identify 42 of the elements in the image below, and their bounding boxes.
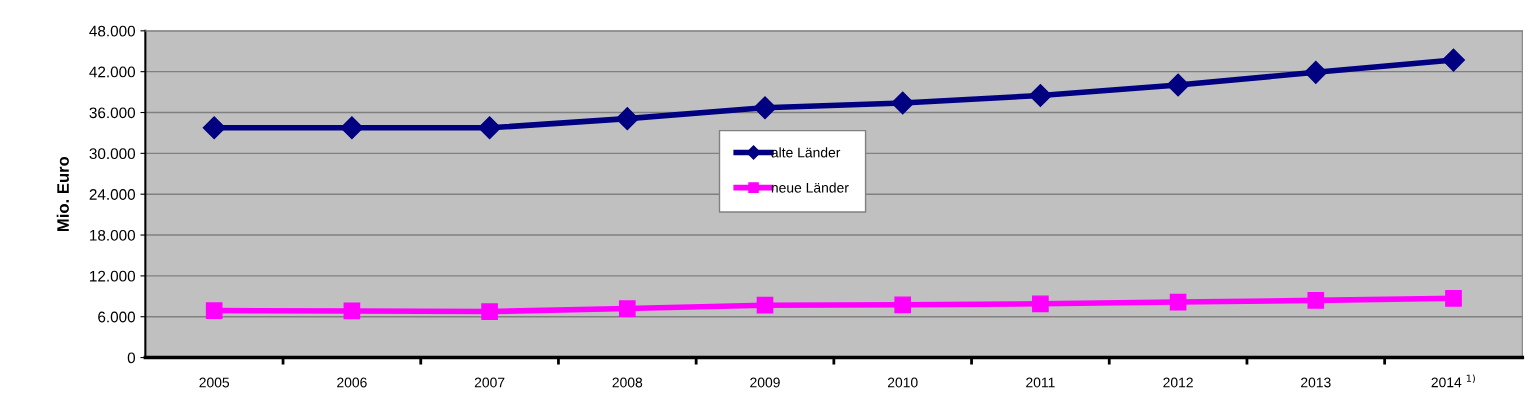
point	[618, 300, 636, 317]
x-tick-label: 2012	[1163, 377, 1193, 388]
y-tick-label: 42.000	[89, 66, 136, 78]
y-tick-label: 12.000	[90, 270, 136, 282]
x-tick-label: 2011	[1026, 377, 1055, 388]
point	[205, 302, 223, 319]
point	[1445, 290, 1462, 307]
legend-label: neue Länder	[771, 182, 849, 193]
point	[343, 302, 361, 320]
y-tick-label: 24.000	[89, 189, 136, 200]
point	[478, 116, 502, 140]
y-tick-label: 36.000	[89, 107, 136, 119]
y-tick-label: 0	[127, 352, 136, 364]
point	[891, 91, 915, 115]
x-tick-label: 2013	[1301, 377, 1331, 388]
point	[340, 116, 364, 140]
y-axis-title: Mio. Euro	[56, 156, 69, 232]
x-tick-label: 2010	[887, 377, 918, 388]
x-tick-label: 2005	[199, 377, 230, 388]
point	[1166, 73, 1190, 97]
point	[753, 96, 777, 120]
y-tick-label: 30.000	[89, 148, 136, 160]
point	[1304, 60, 1328, 84]
x-tick-label: 2014 $^{1)}$	[1431, 374, 1475, 388]
point	[1442, 48, 1465, 72]
point	[1032, 295, 1049, 313]
x-tick-label: 2008	[612, 377, 643, 388]
y-tick-label: 18.000	[90, 229, 136, 241]
x-tick-label: 2006	[337, 377, 367, 388]
point	[1307, 292, 1325, 309]
x-tick-label: 2007	[474, 377, 505, 388]
y-tick-label: 6.000	[98, 311, 136, 323]
point	[1169, 293, 1187, 311]
point	[615, 107, 639, 131]
point	[1028, 83, 1052, 107]
point	[756, 296, 774, 314]
x-tick-label: 2009	[750, 377, 780, 388]
point	[481, 303, 498, 320]
point	[894, 296, 912, 314]
y-tick-label: 48.000	[89, 25, 136, 37]
legend-label: alte Länder	[771, 147, 841, 158]
point	[202, 116, 226, 140]
